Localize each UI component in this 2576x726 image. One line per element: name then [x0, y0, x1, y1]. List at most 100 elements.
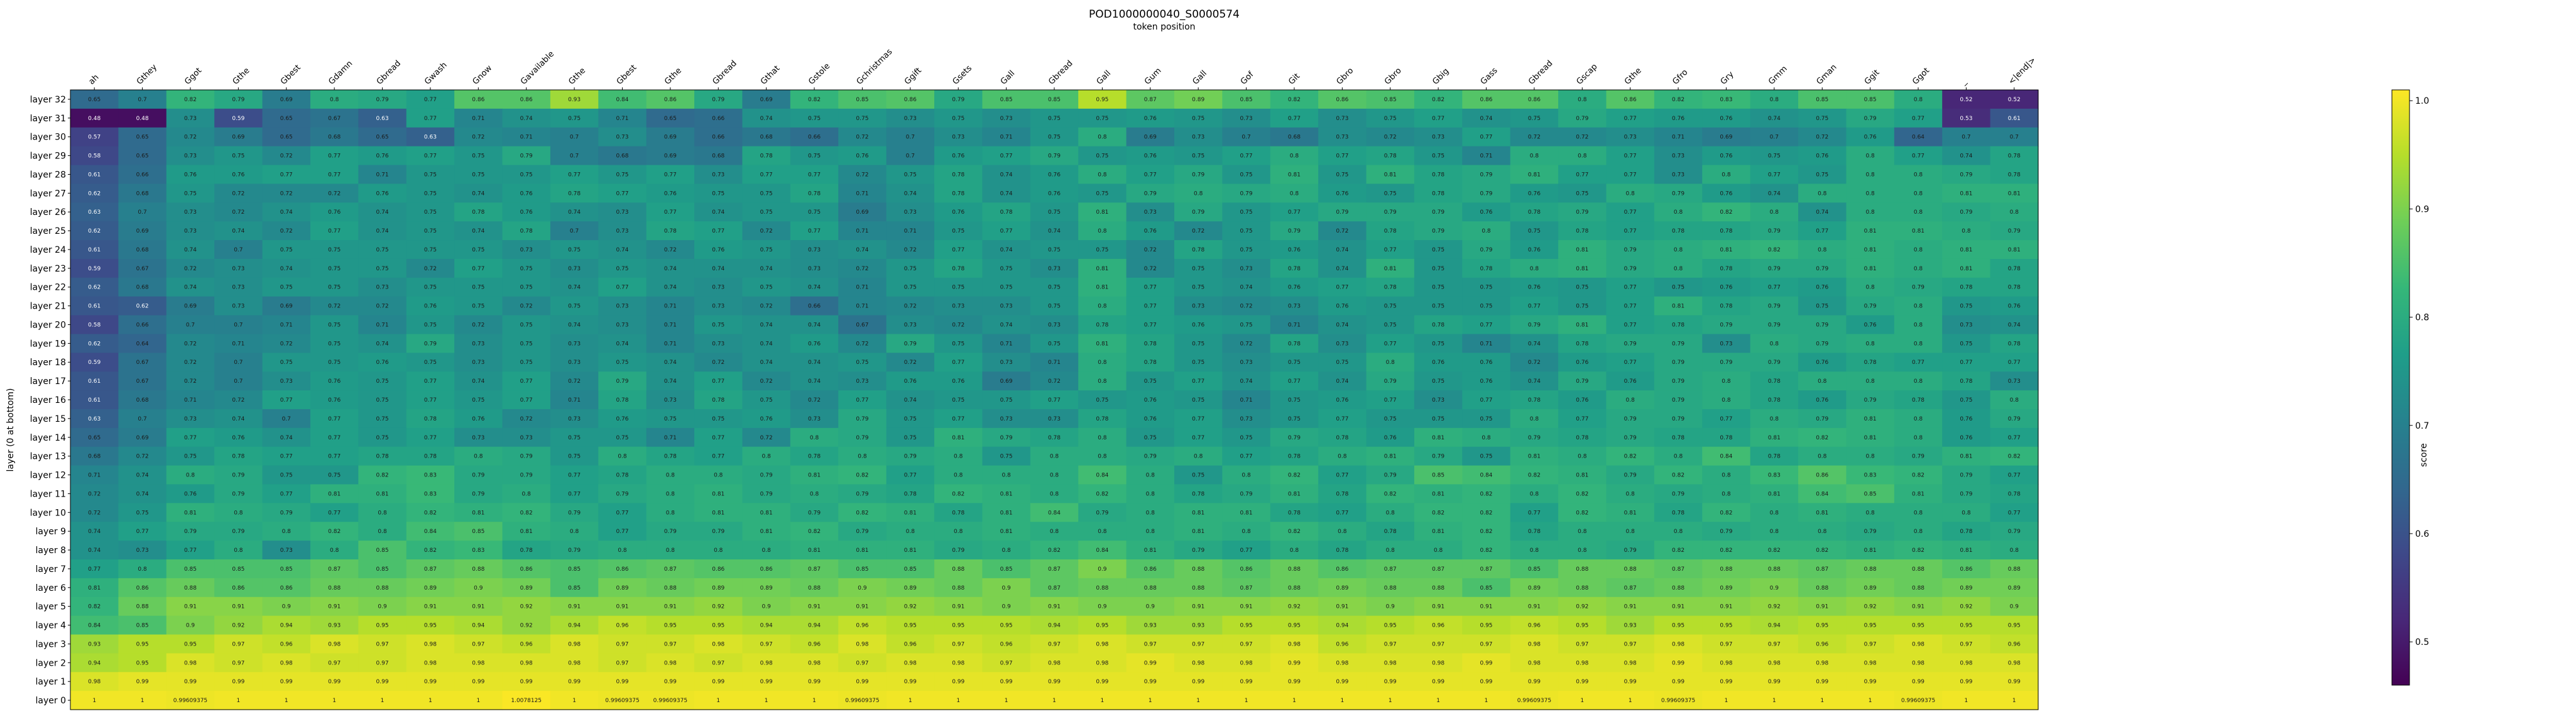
cell-value: 0.81	[328, 491, 341, 497]
heatmap-cell	[646, 90, 695, 109]
heatmap-cell	[166, 165, 215, 184]
cell-value: 0.8	[1386, 547, 1395, 554]
heatmap-cell	[1894, 334, 1943, 353]
cell-value: 0.82	[424, 510, 437, 516]
heatmap-cell	[934, 240, 983, 260]
heatmap-cell	[550, 202, 599, 222]
cell-value: 0.77	[1624, 285, 1637, 291]
cell-value: 0.95	[904, 623, 917, 629]
cell-value: 0.8	[522, 491, 532, 497]
heatmap-cell	[310, 390, 359, 410]
cell-value: 0.69	[760, 97, 773, 103]
cell-value: 0.82	[1768, 247, 1781, 253]
heatmap-cell	[1462, 465, 1511, 485]
cell-value: 0.71	[520, 135, 533, 141]
cell-value: 0.77	[424, 153, 437, 160]
heatmap-cell	[358, 484, 407, 503]
heatmap-cell	[742, 146, 791, 166]
cell-value: 0.81	[904, 547, 917, 554]
cell-value: 0.86	[664, 97, 677, 103]
x-tick-label: Gstole	[807, 62, 832, 87]
heatmap-cell	[310, 446, 359, 466]
heatmap-cell	[214, 146, 263, 166]
x-tick-label: _	[1958, 77, 1968, 87]
cell-value: 0.76	[328, 209, 341, 216]
cell-value: 0.75	[1384, 116, 1397, 122]
cell-value: 0.8	[1098, 435, 1107, 441]
cell-value: 0.78	[1384, 153, 1397, 160]
cell-value: 0.76	[328, 378, 341, 385]
cell-value: 0.66	[136, 322, 149, 328]
heatmap-cell	[742, 484, 791, 503]
heatmap-cell	[1654, 146, 1703, 166]
cell-value: 0.97	[952, 641, 964, 647]
cell-value: 0.73	[2008, 378, 2021, 385]
heatmap-cell	[646, 221, 695, 241]
cell-value: 0.79	[1240, 491, 1253, 497]
cell-value: 0.75	[1288, 416, 1301, 422]
heatmap-cell	[550, 409, 599, 429]
cell-value: 0.79	[1000, 435, 1013, 441]
heatmap-cell	[1414, 353, 1463, 372]
cell-value: 0.79	[616, 491, 628, 497]
cell-value: 0.66	[712, 116, 724, 122]
cell-value: 0.72	[760, 435, 773, 441]
cell-value: 1	[285, 698, 288, 704]
cell-value: 0.78	[904, 491, 917, 497]
heatmap-cell	[1174, 390, 1223, 410]
heatmap-cell	[1462, 108, 1511, 128]
cell-value: 0.72	[1048, 378, 1061, 385]
heatmap-cell	[1606, 90, 1655, 109]
cell-value: 0.69	[280, 304, 293, 310]
cell-value: 0.8	[570, 529, 579, 535]
cell-value: 0.8	[1050, 491, 1059, 497]
heatmap-cell	[1366, 353, 1415, 372]
cell-value: 0.99	[1624, 679, 1637, 685]
heatmap-cell	[406, 465, 455, 485]
heatmap-cell	[742, 446, 791, 466]
y-tick-label: layer 16	[30, 395, 66, 405]
heatmap-cell	[550, 315, 599, 335]
heatmap-cell	[1654, 334, 1703, 353]
cell-value: 0.88	[1288, 585, 1301, 591]
heatmap-cell	[1270, 427, 1319, 448]
heatmap-cell	[214, 371, 263, 391]
cell-value: 0.74	[1336, 266, 1348, 272]
cell-value: 0.73	[1288, 304, 1301, 310]
heatmap-cell	[1510, 427, 1559, 448]
cell-value: 0.74	[1000, 322, 1013, 328]
heatmap-cell	[1942, 277, 1991, 297]
cell-value: 0.92	[712, 604, 724, 610]
heatmap-cell	[886, 127, 935, 147]
cell-value: 0.75	[1576, 285, 1588, 291]
cell-value: 0.76	[952, 153, 964, 160]
heatmap-cell	[1222, 165, 1271, 184]
cell-value: 0.79	[1240, 190, 1253, 197]
cell-value: 0.77	[1432, 116, 1444, 122]
heatmap-cell	[1414, 165, 1463, 184]
cell-value: 0.8	[1626, 190, 1635, 197]
heatmap-cell	[598, 353, 647, 372]
heatmap-cell	[598, 371, 647, 391]
heatmap-cell	[262, 427, 311, 448]
heatmap-cell	[1750, 409, 1799, 429]
cell-value: 0.73	[568, 341, 581, 347]
x-tick-label: Gman	[1815, 63, 1838, 87]
cell-value: 0.81	[2008, 190, 2021, 197]
cell-value: 0.75	[1960, 341, 1972, 347]
cell-value: 0.99609375	[605, 698, 639, 704]
cell-value: 0.9	[1386, 604, 1395, 610]
cell-value: 0.73	[568, 416, 581, 422]
cell-value: 0.74	[376, 341, 389, 347]
cell-value: 0.75	[1048, 247, 1061, 253]
heatmap-cell	[934, 108, 983, 128]
cell-value: 0.79	[232, 97, 244, 103]
cell-value: 0.75	[472, 285, 484, 291]
cell-value: 0.75	[376, 247, 389, 253]
cell-value: 0.99	[136, 679, 149, 685]
cell-value: 0.81	[1576, 473, 1588, 479]
heatmap-cell	[118, 90, 167, 109]
heatmap-cell	[1750, 240, 1799, 260]
heatmap-cell	[646, 446, 695, 466]
cell-value: 0.81	[1000, 491, 1013, 497]
